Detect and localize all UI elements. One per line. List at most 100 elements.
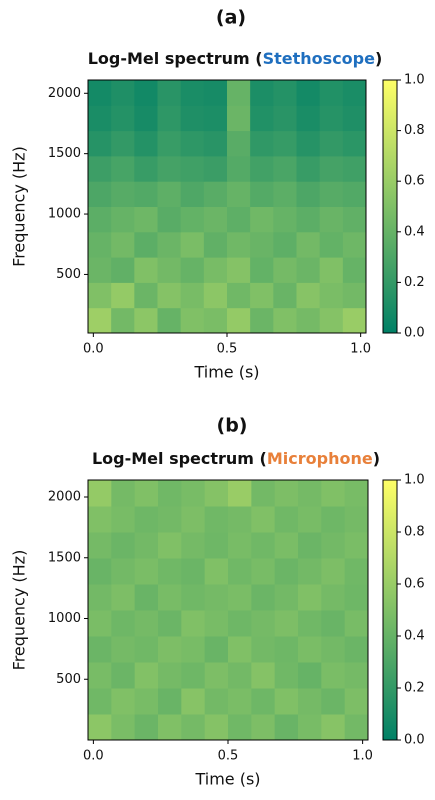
heatmap-cell xyxy=(88,257,112,283)
x-axis-label: Time (s) xyxy=(194,770,260,789)
heatmap-cell xyxy=(88,532,112,559)
heatmap-cell xyxy=(180,282,205,309)
heatmap-cell xyxy=(134,181,158,207)
colorbar-tick-label: 0.4 xyxy=(404,224,425,239)
heatmap-cell xyxy=(204,532,229,559)
y-tick-label: 2000 xyxy=(48,86,81,101)
heatmap-cell xyxy=(273,231,297,258)
heatmap-cell xyxy=(111,480,136,507)
x-tick-label: 1.0 xyxy=(350,342,371,357)
heatmap-cell xyxy=(111,506,136,533)
heatmap-cell xyxy=(157,155,182,182)
heatmap-cell xyxy=(250,105,274,132)
heatmap-cell xyxy=(344,688,369,715)
heatmap-cell xyxy=(204,662,229,689)
heatmap-cell xyxy=(204,480,229,507)
heatmap-cell xyxy=(134,480,159,507)
heatmap-cell xyxy=(134,610,159,637)
heatmap-cell xyxy=(158,558,182,585)
heatmap-cell xyxy=(298,584,322,611)
heatmap-cell xyxy=(274,558,299,585)
heatmap-cell xyxy=(203,206,228,233)
heatmap-cell xyxy=(319,307,344,334)
heatmap-cell xyxy=(134,105,158,132)
heatmap-cell xyxy=(319,130,344,157)
heatmap-cell xyxy=(88,105,112,132)
heatmap-cell xyxy=(88,231,112,258)
heatmap-cell xyxy=(296,181,321,207)
heatmap-cell xyxy=(157,80,182,106)
heatmap-cell xyxy=(251,584,276,611)
heatmap-cell xyxy=(111,307,135,334)
heatmap-cell xyxy=(319,231,344,258)
heatmap-cell xyxy=(111,155,135,182)
heatmap-cell xyxy=(296,206,321,233)
heatmap-cell xyxy=(298,610,322,637)
heatmap-cell xyxy=(88,714,112,741)
heatmap-cell xyxy=(180,231,205,258)
heatmap-cell xyxy=(227,257,251,283)
heatmap-cell xyxy=(319,105,344,132)
y-tick-label: 1500 xyxy=(48,146,81,161)
title-part: ) xyxy=(373,449,380,468)
heatmap-cell xyxy=(321,558,346,585)
heatmap-cell xyxy=(134,206,158,233)
heatmap-cell xyxy=(296,282,321,309)
heatmap-cell xyxy=(250,231,274,258)
heatmap-cell xyxy=(203,257,228,283)
heatmap-cell xyxy=(250,206,274,233)
heatmap-cell xyxy=(250,257,274,283)
heatmap-cell xyxy=(321,662,346,689)
heatmap-cell xyxy=(319,155,344,182)
heatmap-cell xyxy=(203,155,228,182)
y-tick-label: 1500 xyxy=(48,550,81,565)
heatmap-cell xyxy=(111,231,135,258)
heatmap-cell xyxy=(298,688,322,715)
heatmap-cell xyxy=(157,257,182,283)
heatmap-cell xyxy=(204,688,229,715)
heatmap-cell xyxy=(181,662,206,689)
heatmap-cell xyxy=(204,584,229,611)
heatmap-cell xyxy=(227,206,251,233)
heatmap-cell xyxy=(273,307,297,334)
heatmap-cell xyxy=(227,231,251,258)
heatmap-cell xyxy=(181,714,206,741)
heatmap-cell xyxy=(250,307,274,334)
title-part: ) xyxy=(375,49,382,68)
heatmap-cell xyxy=(204,714,229,741)
heatmap-cell xyxy=(319,257,344,283)
colorbar-tick-label: 0.2 xyxy=(404,681,425,696)
heatmap-cell xyxy=(250,155,274,182)
heatmap-cell xyxy=(319,181,344,207)
heatmap-cell xyxy=(321,584,346,611)
heatmap-cell xyxy=(273,155,297,182)
heatmap-cell xyxy=(203,80,228,106)
heatmap-cell xyxy=(88,610,112,637)
heatmap-cell xyxy=(227,130,251,157)
panel-label: (b) xyxy=(217,415,248,437)
heatmap-cell xyxy=(181,610,206,637)
heatmap-cell xyxy=(111,181,135,207)
heatmap-cell xyxy=(111,636,136,663)
heatmap-cell xyxy=(274,688,299,715)
heatmap-cell xyxy=(111,714,136,741)
heatmap-cell xyxy=(180,155,205,182)
heatmap-cell xyxy=(181,532,206,559)
x-tick-label: 0.5 xyxy=(217,342,238,357)
heatmap-cell xyxy=(273,181,297,207)
heatmap-cell xyxy=(319,80,344,106)
heatmap-cell xyxy=(251,532,276,559)
heatmap-cell xyxy=(203,181,228,207)
heatmap-cell xyxy=(342,181,367,207)
heatmap-cell xyxy=(251,506,276,533)
heatmap-cell xyxy=(321,636,346,663)
heatmap-cell xyxy=(296,155,321,182)
x-axis-label: Time (s) xyxy=(193,363,259,382)
heatmap-cell xyxy=(250,282,274,309)
heatmap-cell xyxy=(88,130,112,157)
heatmap-cell xyxy=(342,231,367,258)
heatmap-cell xyxy=(296,105,321,132)
heatmap-cell xyxy=(228,688,252,715)
heatmap-cell xyxy=(321,714,346,741)
